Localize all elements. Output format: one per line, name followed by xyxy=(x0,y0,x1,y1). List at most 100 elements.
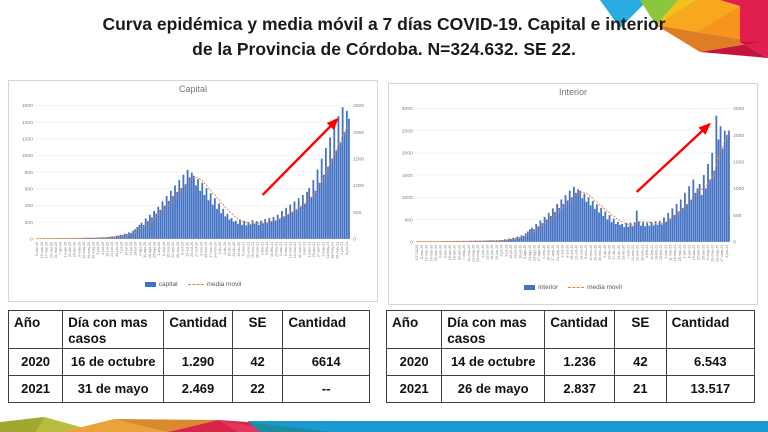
summary-table-interior: Año Día con mas casos Cantidad SE Cantid… xyxy=(385,309,756,404)
chart-capital: 0 200 400 600 800 1000 1200 1400 1600 0 500 1000 150… xyxy=(22,103,365,259)
slide-title-line1: Curva epidémica y media móvil a 7 días C… xyxy=(102,14,666,34)
svg-text:31-mar-20: 31-mar-20 xyxy=(54,242,58,259)
svg-text:8-jun-21: 8-jun-21 xyxy=(345,242,349,255)
svg-text:28-abr-20: 28-abr-20 xyxy=(73,242,77,258)
svg-text:17-nov-20: 17-nov-20 xyxy=(209,242,213,258)
svg-text:9-feb-21: 9-feb-21 xyxy=(265,242,269,255)
svg-text:12-nov-20: 12-nov-20 xyxy=(589,245,593,261)
cell-anio: 2020 xyxy=(385,348,443,377)
svg-text:200: 200 xyxy=(25,220,34,226)
svg-text:0: 0 xyxy=(30,237,33,243)
header-cantidad: Cantidad xyxy=(544,309,616,350)
svg-text:30-abr-20: 30-abr-20 xyxy=(457,245,461,261)
svg-text:18-jun-20: 18-jun-20 xyxy=(490,245,494,260)
svg-text:1000: 1000 xyxy=(733,186,744,192)
svg-text:19-ene-21: 19-ene-21 xyxy=(251,242,255,258)
svg-text:4-may-21: 4-may-21 xyxy=(321,242,325,257)
svg-text:1-oct-20: 1-oct-20 xyxy=(561,245,565,258)
cell-se: 21 xyxy=(614,375,667,404)
table-row: 2021 26 de mayo 2.837 21 13.517 xyxy=(385,375,756,404)
svg-text:2500: 2500 xyxy=(402,128,413,134)
legend-bar-swatch-icon xyxy=(144,281,156,287)
svg-text:400: 400 xyxy=(25,203,34,209)
cell-se: 42 xyxy=(614,348,667,377)
svg-text:1500: 1500 xyxy=(353,157,364,163)
svg-text:7-jul-20: 7-jul-20 xyxy=(120,242,124,254)
svg-text:26-nov-20: 26-nov-20 xyxy=(598,245,602,261)
slide-title: Curva epidémica y media móvil a 7 días C… xyxy=(0,12,768,63)
svg-text:12-mar-20: 12-mar-20 xyxy=(425,245,429,262)
svg-text:0: 0 xyxy=(733,240,736,246)
svg-text:22-sep-20: 22-sep-20 xyxy=(171,242,175,258)
svg-text:30-mar-21: 30-mar-21 xyxy=(298,242,302,259)
cell-dia: 26 de mayo xyxy=(441,375,546,404)
svg-text:8-abr-21: 8-abr-21 xyxy=(687,245,691,259)
svg-text:13-oct-20: 13-oct-20 xyxy=(185,242,189,257)
svg-text:600: 600 xyxy=(25,186,34,192)
svg-text:27-oct-20: 27-oct-20 xyxy=(195,242,199,257)
svg-text:11-ago-20: 11-ago-20 xyxy=(143,242,147,258)
svg-text:16-jun-20: 16-jun-20 xyxy=(106,242,110,257)
svg-text:1-jun-21: 1-jun-21 xyxy=(340,242,344,255)
svg-text:7-may-20: 7-may-20 xyxy=(462,245,466,260)
header-cantidad-acumulada: Cantidad xyxy=(282,309,370,350)
svg-text:1-sep-20: 1-sep-20 xyxy=(157,242,161,256)
svg-text:26-mar-20: 26-mar-20 xyxy=(434,245,438,262)
svg-text:18-may-21: 18-may-21 xyxy=(331,242,335,259)
svg-text:25-jun-20: 25-jun-20 xyxy=(495,245,499,260)
svg-text:10-sep-20: 10-sep-20 xyxy=(547,245,551,261)
cell-se: 22 xyxy=(231,375,284,404)
svg-text:5-mar-20: 5-mar-20 xyxy=(420,245,424,260)
svg-text:23-feb-21: 23-feb-21 xyxy=(274,242,278,257)
svg-text:0: 0 xyxy=(353,237,356,243)
svg-text:2/27/2020: 2/27/2020 xyxy=(415,245,419,261)
svg-text:20-ago-20: 20-ago-20 xyxy=(533,245,537,261)
chart-title-interior: Interior xyxy=(558,87,587,97)
header-anio: Año xyxy=(385,309,443,350)
svg-text:23-abr-20: 23-abr-20 xyxy=(453,245,457,261)
svg-text:15-dic-20: 15-dic-20 xyxy=(227,242,231,257)
svg-text:500: 500 xyxy=(405,217,414,223)
legend-line-swatch-icon xyxy=(568,286,585,288)
table-row: 2021 31 de mayo 2.469 22 -- xyxy=(7,375,370,404)
svg-text:26-ene-21: 26-ene-21 xyxy=(256,242,260,258)
svg-text:29-abr-21: 29-abr-21 xyxy=(701,245,705,261)
svg-text:4-ago-20: 4-ago-20 xyxy=(138,242,142,256)
table-row: 2020 14 de octubre 1.236 42 6.543 xyxy=(385,348,756,377)
svg-text:3000: 3000 xyxy=(402,106,413,112)
svg-text:6-abr-21: 6-abr-21 xyxy=(303,242,307,256)
svg-text:9-jun-20: 9-jun-20 xyxy=(101,242,105,255)
svg-text:14-abr-20: 14-abr-20 xyxy=(63,242,67,258)
summary-table-capital: Año Día con mas casos Cantidad SE Cantid… xyxy=(7,309,370,404)
svg-text:800: 800 xyxy=(25,170,34,176)
cell-anio: 2021 xyxy=(385,375,443,404)
svg-text:16-mar-21: 16-mar-21 xyxy=(288,242,292,259)
svg-text:2-mar-21: 2-mar-21 xyxy=(279,242,283,257)
legend-item-media-movil: media movil xyxy=(187,281,241,288)
svg-text:13-abr-21: 13-abr-21 xyxy=(307,242,311,258)
svg-text:14-may-20: 14-may-20 xyxy=(467,245,471,262)
svg-text:1200: 1200 xyxy=(22,137,33,143)
cell-cantidad: 2.837 xyxy=(544,375,616,404)
svg-text:19-may-20: 19-may-20 xyxy=(87,242,91,259)
svg-text:24-sep-20: 24-sep-20 xyxy=(556,245,560,261)
svg-text:6-may-21: 6-may-21 xyxy=(706,245,710,260)
cell-cantidad2: 13.517 xyxy=(665,375,756,404)
svg-text:22-oct-20: 22-oct-20 xyxy=(575,245,579,260)
svg-text:500: 500 xyxy=(733,213,742,219)
svg-text:20-may-21: 20-may-21 xyxy=(715,245,719,262)
svg-text:1600: 1600 xyxy=(22,103,33,109)
svg-text:10-nov-20: 10-nov-20 xyxy=(204,242,208,258)
legend-item-interior: interior xyxy=(524,284,558,291)
svg-text:2-feb-21: 2-feb-21 xyxy=(260,242,264,255)
svg-text:31-dic-20: 31-dic-20 xyxy=(622,245,626,260)
svg-text:8-dic-20: 8-dic-20 xyxy=(223,242,227,255)
svg-text:14-jul-20: 14-jul-20 xyxy=(124,242,128,256)
svg-text:19-mar-20: 19-mar-20 xyxy=(429,245,433,262)
svg-text:3-nov-20: 3-nov-20 xyxy=(199,242,203,256)
header-se: SE xyxy=(614,309,667,350)
legend-line-swatch-icon xyxy=(187,283,204,285)
svg-text:4-feb-21: 4-feb-21 xyxy=(645,245,649,258)
svg-text:3-mar-20: 3-mar-20 xyxy=(35,242,39,257)
